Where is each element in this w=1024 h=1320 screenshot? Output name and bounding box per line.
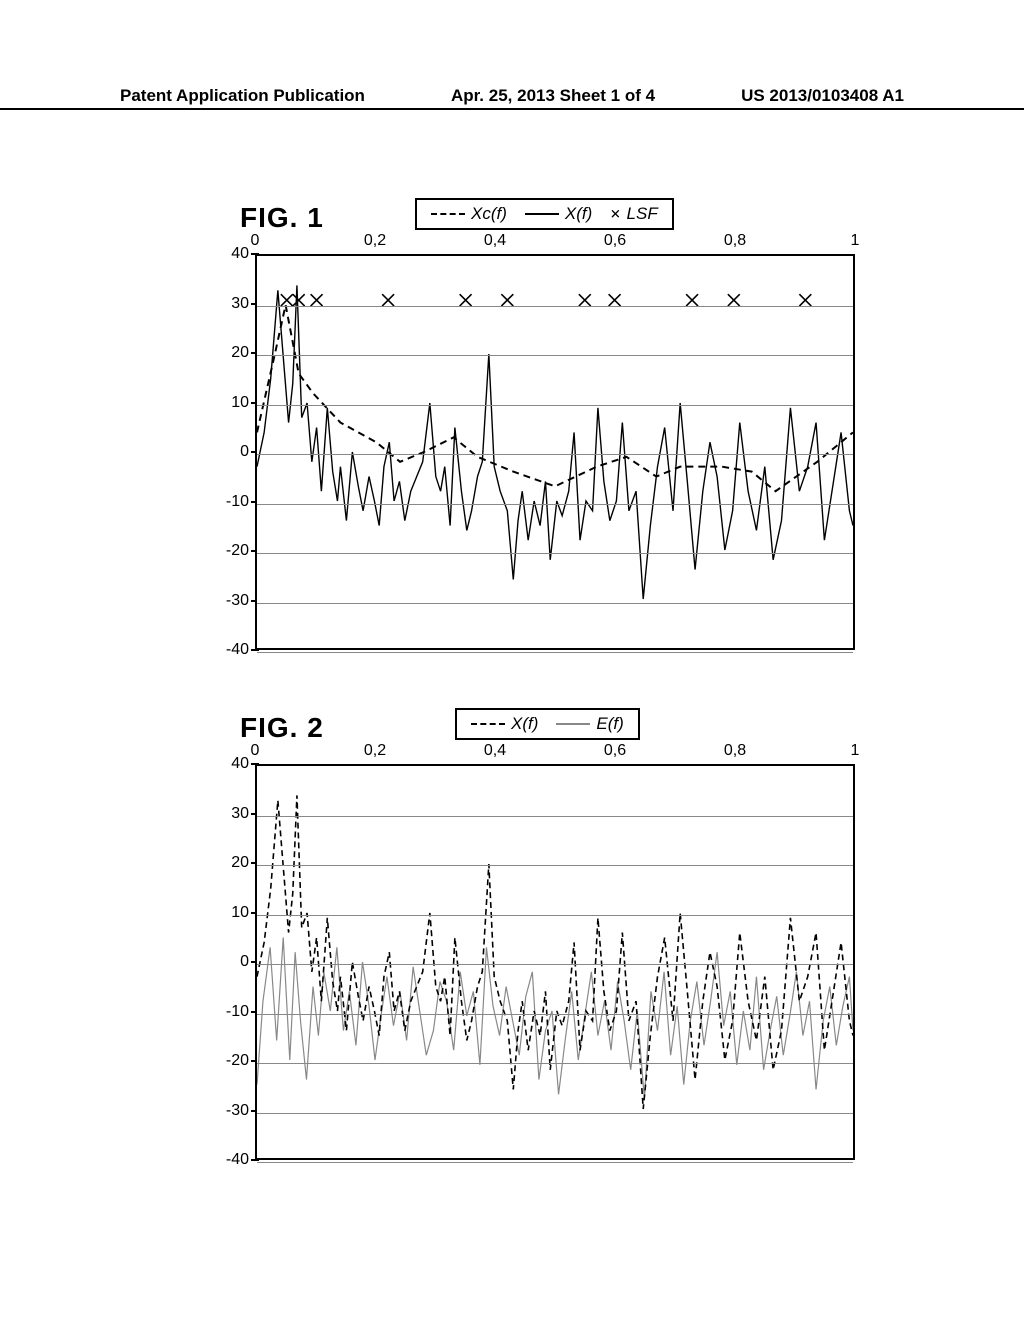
lsf-marker bbox=[293, 294, 305, 306]
y-tick-label: -10 bbox=[226, 1003, 249, 1021]
figure-1-plot bbox=[255, 254, 855, 650]
header-center: Apr. 25, 2013 Sheet 1 of 4 bbox=[451, 86, 655, 106]
dash-sample-icon bbox=[471, 723, 505, 725]
figure-1-x-axis: 00,20,40,60,81 bbox=[255, 232, 855, 256]
lsf-marker bbox=[799, 294, 811, 306]
gridline bbox=[257, 1014, 853, 1015]
lsf-marker bbox=[686, 294, 698, 306]
legend-label: LSF bbox=[627, 204, 658, 224]
gridline bbox=[257, 355, 853, 356]
figure-1-chart-svg bbox=[257, 256, 853, 648]
y-tick-label: -20 bbox=[226, 1052, 249, 1070]
lsf-marker bbox=[609, 294, 621, 306]
x-tick-label: 1 bbox=[851, 742, 860, 760]
figure-1: FIG. 1 Xc(f) X(f) × LSF 00,20,40,60,81 -… bbox=[215, 190, 855, 650]
y-tick-label: 40 bbox=[231, 755, 249, 773]
gridline bbox=[257, 816, 853, 817]
lsf-marker bbox=[311, 294, 323, 306]
gridline bbox=[257, 964, 853, 965]
page: Patent Application Publication Apr. 25, … bbox=[0, 0, 1024, 1320]
y-tick-label: 20 bbox=[231, 344, 249, 362]
figure-2-plot bbox=[255, 764, 855, 1160]
gridline bbox=[257, 553, 853, 554]
y-tick-label: -20 bbox=[226, 542, 249, 560]
x-tick-label: 0,8 bbox=[724, 232, 746, 250]
legend-item-ef: E(f) bbox=[556, 714, 623, 734]
x-tick-label: 0,6 bbox=[604, 742, 626, 760]
gridline bbox=[257, 603, 853, 604]
chart-series bbox=[257, 305, 853, 491]
y-tick-label: 40 bbox=[231, 245, 249, 263]
x-tick-label: 0,2 bbox=[364, 232, 386, 250]
y-tick-label: -40 bbox=[226, 1151, 249, 1169]
header-right: US 2013/0103408 A1 bbox=[741, 86, 904, 106]
dash-sample-icon bbox=[431, 213, 465, 215]
figure-2-y-axis: -40-30-20-10010203040 bbox=[215, 764, 255, 1160]
gridline bbox=[257, 915, 853, 916]
solid-sample-icon bbox=[525, 213, 559, 215]
y-tick-label: 30 bbox=[231, 805, 249, 823]
figure-2: FIG. 2 X(f) E(f) 00,20,40,60,81 -40-30-2… bbox=[215, 700, 855, 1160]
y-tick-label: 30 bbox=[231, 295, 249, 313]
legend-label: Xc(f) bbox=[471, 204, 507, 224]
x-tick-label: 1 bbox=[851, 232, 860, 250]
y-tick-label: 10 bbox=[231, 394, 249, 412]
x-tick-label: 0 bbox=[251, 742, 260, 760]
legend-item-lsf: × LSF bbox=[610, 204, 657, 224]
lsf-marker bbox=[501, 294, 513, 306]
x-tick-label: 0,4 bbox=[484, 232, 506, 250]
y-tick-label: 0 bbox=[240, 443, 249, 461]
x-marker-icon: × bbox=[610, 204, 620, 224]
lsf-marker bbox=[579, 294, 591, 306]
y-tick-label: 0 bbox=[240, 953, 249, 971]
y-tick-label: -30 bbox=[226, 1102, 249, 1120]
figure-1-legend: Xc(f) X(f) × LSF bbox=[415, 198, 674, 230]
legend-item-xf: X(f) bbox=[471, 714, 538, 734]
legend-label: E(f) bbox=[596, 714, 623, 734]
gridline bbox=[257, 865, 853, 866]
header-left: Patent Application Publication bbox=[120, 86, 365, 106]
gridline bbox=[257, 1113, 853, 1114]
figure-2-legend: X(f) E(f) bbox=[455, 708, 640, 740]
lsf-marker bbox=[728, 294, 740, 306]
lsf-marker bbox=[382, 294, 394, 306]
figure-2-title: FIG. 2 bbox=[240, 712, 324, 744]
figure-1-title: FIG. 1 bbox=[240, 202, 324, 234]
gridline bbox=[257, 454, 853, 455]
x-tick-label: 0,2 bbox=[364, 742, 386, 760]
y-tick-label: -10 bbox=[226, 493, 249, 511]
gridline bbox=[257, 1063, 853, 1064]
y-tick-label: 10 bbox=[231, 904, 249, 922]
figure-1-y-axis: -40-30-20-10010203040 bbox=[215, 254, 255, 650]
legend-label: X(f) bbox=[511, 714, 538, 734]
x-tick-label: 0,8 bbox=[724, 742, 746, 760]
lsf-marker bbox=[281, 294, 293, 306]
y-tick-label: -30 bbox=[226, 592, 249, 610]
chart-series bbox=[257, 938, 853, 1100]
gridline bbox=[257, 1162, 853, 1163]
y-tick-label: 20 bbox=[231, 854, 249, 872]
legend-item-xcf: Xc(f) bbox=[431, 204, 507, 224]
figure-2-chart-svg bbox=[257, 766, 853, 1158]
gray-sample-icon bbox=[556, 723, 590, 725]
legend-label: X(f) bbox=[565, 204, 592, 224]
gridline bbox=[257, 504, 853, 505]
x-tick-label: 0,6 bbox=[604, 232, 626, 250]
x-tick-label: 0,4 bbox=[484, 742, 506, 760]
gridline bbox=[257, 405, 853, 406]
legend-item-xf: X(f) bbox=[525, 204, 592, 224]
y-tick-label: -40 bbox=[226, 641, 249, 659]
chart-series bbox=[257, 285, 853, 599]
gridline bbox=[257, 652, 853, 653]
lsf-marker bbox=[460, 294, 472, 306]
figure-2-x-axis: 00,20,40,60,81 bbox=[255, 742, 855, 766]
chart-series bbox=[257, 795, 853, 1109]
header-rule bbox=[0, 108, 1024, 110]
gridline bbox=[257, 306, 853, 307]
x-tick-label: 0 bbox=[251, 232, 260, 250]
page-header: Patent Application Publication Apr. 25, … bbox=[0, 86, 1024, 106]
